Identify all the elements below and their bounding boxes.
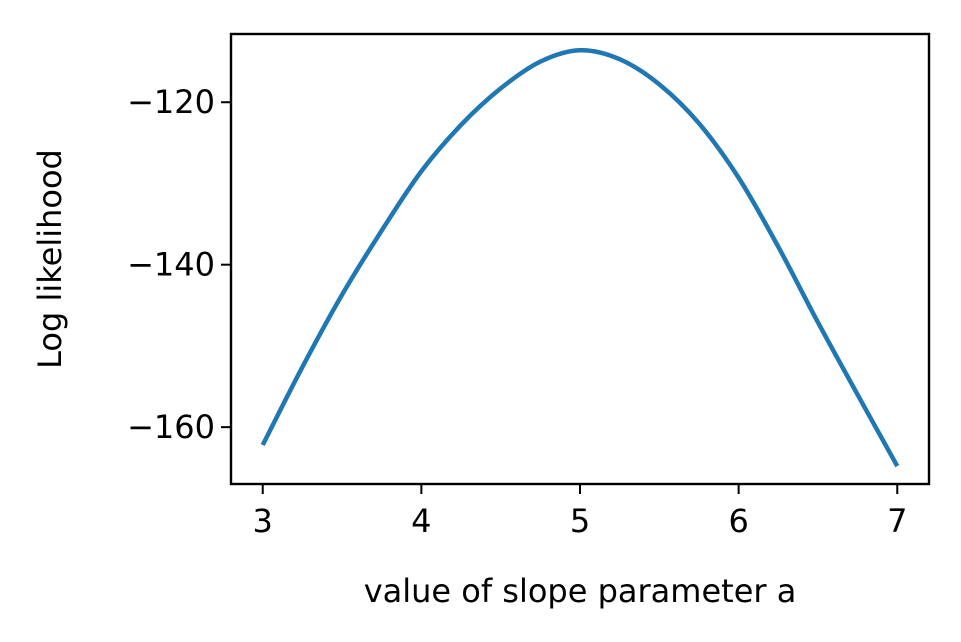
x-tick-label: 6 [728, 502, 748, 540]
series-layer [260, 47, 900, 468]
y-tick-label: −120 [127, 83, 215, 121]
y-tick-label: −140 [127, 246, 215, 284]
x-tick-label: 4 [411, 502, 431, 540]
x-ticks: 3 4 5 6 7 [253, 484, 907, 540]
y-axis-label: Log likelihood [31, 149, 69, 369]
x-tick-label: 3 [253, 502, 273, 540]
x-axis-label: value of slope parameter a [364, 572, 797, 610]
y-tick-label: −160 [127, 408, 215, 446]
x-tick-label: 7 [887, 502, 907, 540]
series-line-0 [260, 47, 900, 468]
y-ticks: −160 −140 −120 [127, 83, 231, 446]
x-tick-label: 5 [570, 502, 590, 540]
plot-background [231, 34, 929, 484]
